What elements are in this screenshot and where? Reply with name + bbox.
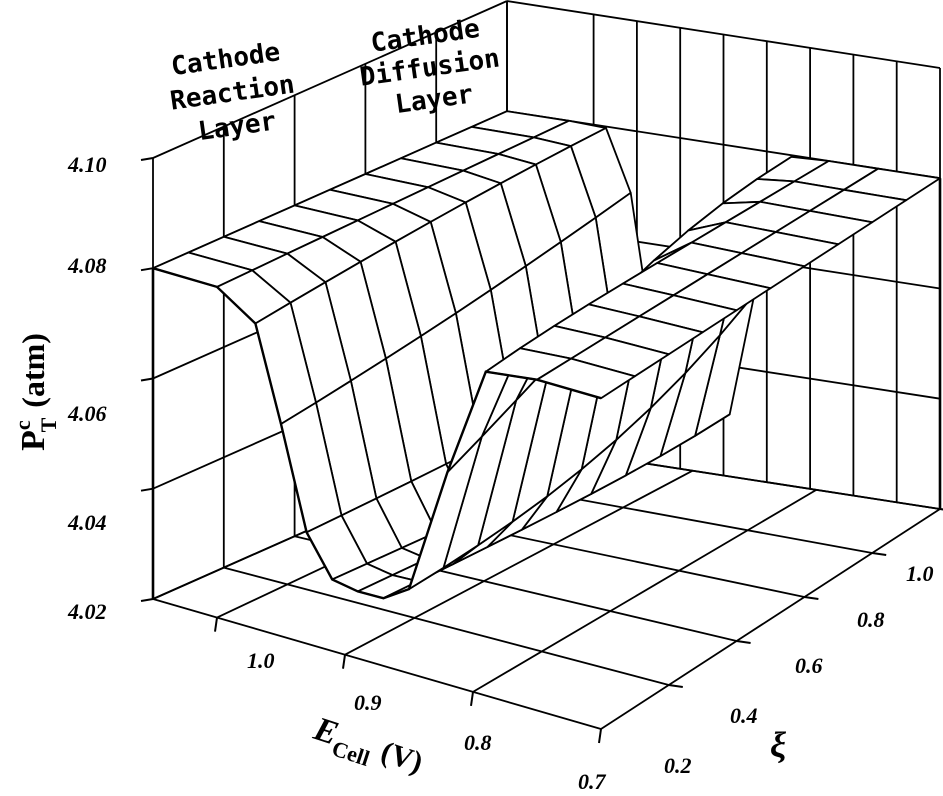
x-axis-tick-mark [470,691,474,707]
x-axis-tick-mark [214,617,218,632]
x-axis-label: ECell (V) [306,710,427,787]
floor-gridline [223,566,670,686]
y-axis-tick-mark [872,552,887,556]
floor-gridline [600,508,941,730]
x-tick-label: 0.9 [354,690,382,715]
annotation-cathode-reaction-layer: Cathode Reaction Layer [168,37,296,147]
z-axis-tick-mark [140,267,154,272]
floor-gridline [472,489,817,693]
y-axis-tick-mark [736,640,751,644]
z-axis-ticks: 4.02 4.04 4.06 4.08 4.10 [67,152,107,624]
surface-front-edge [152,267,602,600]
z-tick-label: 4.10 [67,152,107,177]
x-tick-label: 0.7 [578,769,607,794]
svg-text:ECell(V): ECell (V) [306,710,427,787]
y-axis-ticks: 0.2 0.4 0.6 0.8 1.0 [664,561,934,778]
z-tick-label: 4.08 [67,253,107,278]
y-tick-label: 0.2 [664,753,692,778]
wall-gridline [152,0,508,159]
y-tick-label: 0.8 [857,607,885,632]
z-tick-label: 4.04 [67,510,107,535]
x-axis-tick-mark [598,728,602,744]
z-tick-label: 4.06 [67,401,107,426]
floor-gridline [152,598,602,730]
z-axis-label: PcT(atm) [10,333,61,451]
z-tick-label: 4.02 [67,599,107,624]
z-axis-tick-mark [140,487,154,492]
y-tick-label: 0.4 [730,703,758,728]
svg-text:PcT(atm): PcT(atm) [10,333,61,451]
y-axis-tick-mark [939,508,943,511]
y-axis-label: ξ [770,725,786,765]
x-tick-label: 1.0 [247,648,275,673]
y-axis-tick-mark [668,684,683,688]
x-tick-label: 0.8 [464,730,492,755]
x-axis-ticks: 1.0 0.9 0.8 0.7 [247,648,607,794]
y-tick-label: 0.6 [795,653,823,678]
z-axis-tick-mark [140,598,154,602]
surface-mesh [152,110,941,600]
z-axis-tick-mark [140,377,154,382]
x-axis-tick-mark [342,654,346,669]
z-axis-tick-mark [140,157,154,161]
annotation-cathode-diffusion-layer: Cathode Diffusion Layer [358,14,502,120]
floor-gridline [344,469,694,656]
y-axis-tick-mark [804,596,819,600]
svg-text:Layer: Layer [196,106,278,147]
y-tick-label: 1.0 [906,561,934,586]
